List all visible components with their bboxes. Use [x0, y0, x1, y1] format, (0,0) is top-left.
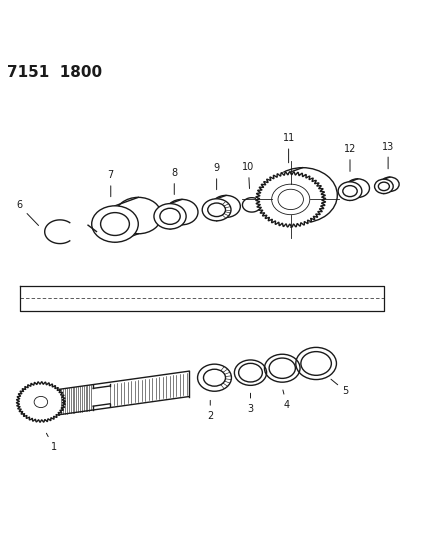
Text: 8: 8: [171, 168, 177, 195]
Text: 13: 13: [382, 142, 394, 169]
Text: 11: 11: [282, 133, 295, 163]
Ellipse shape: [375, 179, 393, 193]
Ellipse shape: [154, 204, 186, 229]
Text: 6: 6: [16, 200, 39, 225]
Text: 9: 9: [214, 163, 220, 190]
Text: 4: 4: [283, 390, 290, 409]
Text: 7: 7: [108, 171, 114, 197]
Text: 3: 3: [248, 393, 254, 414]
Ellipse shape: [92, 206, 138, 242]
Ellipse shape: [202, 199, 231, 221]
Text: 5: 5: [331, 379, 349, 397]
Text: 1: 1: [46, 433, 57, 452]
Ellipse shape: [256, 172, 326, 227]
Text: 10: 10: [242, 162, 254, 189]
Text: 7151  1800: 7151 1800: [7, 66, 102, 80]
Text: 2: 2: [207, 400, 213, 421]
Ellipse shape: [338, 182, 362, 200]
Text: 12: 12: [344, 144, 356, 172]
